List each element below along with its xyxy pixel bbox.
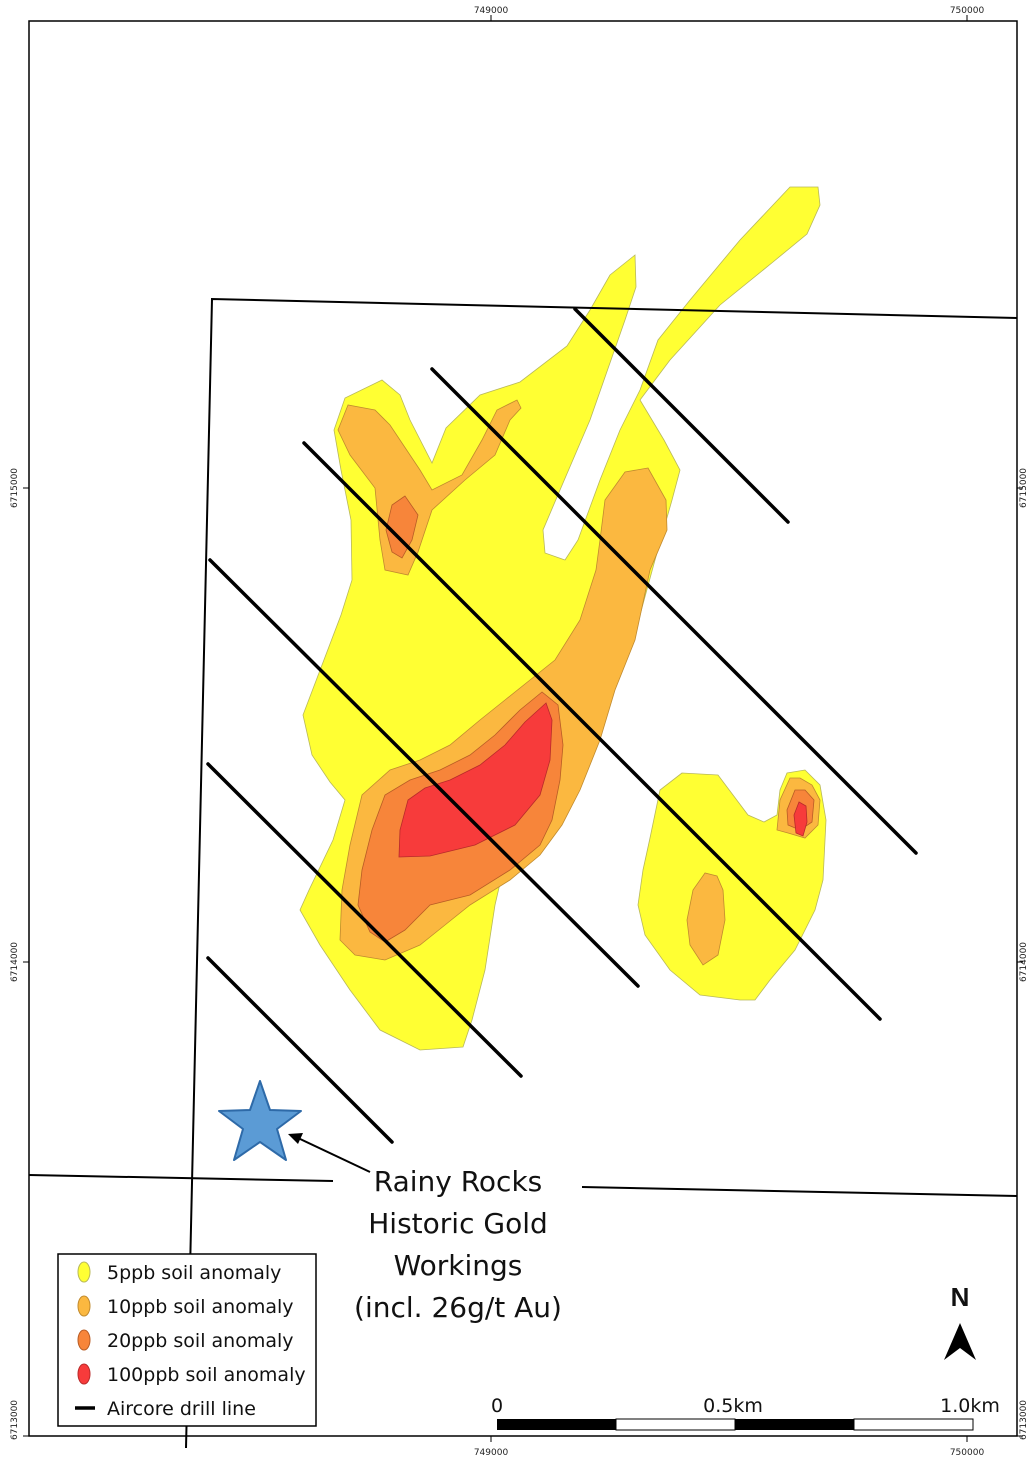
aircore-drill-lines <box>206 307 918 1144</box>
aircore-drill-line <box>208 558 640 988</box>
aircore-drill-line <box>430 367 918 855</box>
legend-label: 20ppb soil anomaly <box>107 1330 294 1352</box>
aircore-drill-line <box>206 956 394 1144</box>
northing-label-left: 6713000 <box>10 1400 20 1440</box>
legend: 5ppb soil anomaly 10ppb soil anomaly 20p… <box>57 1253 317 1427</box>
tenement-boundary-line <box>28 1174 334 1182</box>
anomaly-20ppb-north <box>385 495 419 559</box>
scale-label: 1.0km <box>940 1395 1000 1417</box>
legend-swatch-5ppb <box>77 1261 91 1283</box>
annotation-line: Historic Gold <box>368 1207 548 1240</box>
easting-label-bottom: 750000 <box>950 1448 985 1458</box>
north-arrow-icon <box>944 1323 976 1360</box>
north-label: N <box>951 1282 970 1312</box>
legend-label: 10ppb soil anomaly <box>107 1296 294 1318</box>
grid-ticks <box>23 15 1023 1442</box>
scale-label: 0 <box>491 1395 503 1417</box>
scale-bar: 0 0.5km 1.0km <box>491 1395 1000 1431</box>
easting-label-top: 749000 <box>474 6 509 16</box>
north-arrow: N <box>944 1282 976 1360</box>
anomaly-100ppb-east <box>793 801 808 837</box>
northing-label-left: 6714000 <box>10 942 20 982</box>
annotation-line: Rainy Rocks <box>374 1165 543 1198</box>
legend-label: 5ppb soil anomaly <box>107 1262 281 1284</box>
tenement-boundary-line <box>185 297 1018 1449</box>
tenement-boundary <box>28 297 1018 1449</box>
legend-box <box>57 1253 317 1427</box>
scale-label: 0.5km <box>703 1395 763 1417</box>
northing-label-right: 6715000 <box>1019 468 1029 508</box>
anomaly-100ppb <box>398 702 808 858</box>
tenement-boundary-line <box>581 1186 1018 1197</box>
legend-label: Aircore drill line <box>107 1398 256 1420</box>
annotation-line: Workings <box>394 1249 523 1282</box>
aircore-drill-line <box>206 762 523 1078</box>
anomaly-100ppb-main <box>398 702 553 858</box>
easting-label-bottom: 749000 <box>474 1448 509 1458</box>
legend-swatch-100ppb <box>77 1363 91 1385</box>
legend-swatch-10ppb <box>77 1295 91 1317</box>
annotation-arrow <box>288 1133 371 1173</box>
anomaly-10ppb-east-south <box>686 872 726 966</box>
legend-swatch-20ppb <box>77 1329 91 1351</box>
northing-label-right: 6713000 <box>1019 1400 1029 1440</box>
easting-label-top: 750000 <box>950 6 985 16</box>
star-icon <box>218 1080 302 1161</box>
aircore-drill-line <box>573 307 790 524</box>
aircore-drill-line <box>302 441 882 1021</box>
annotation-line: (incl. 26g/t Au) <box>354 1291 562 1324</box>
northing-label-left: 6715000 <box>10 468 20 508</box>
northing-label-right: 6714000 <box>1019 942 1029 982</box>
legend-label: 100ppb soil anomaly <box>107 1364 306 1386</box>
